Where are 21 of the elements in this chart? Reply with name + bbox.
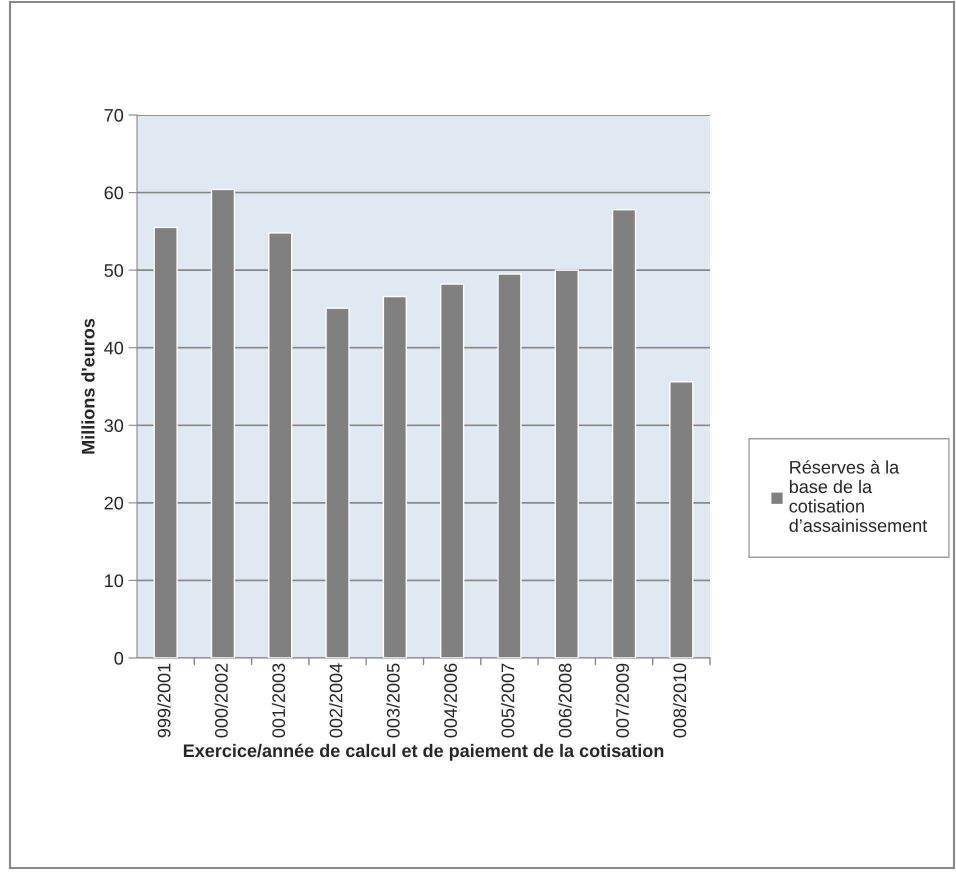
- y-tick-label: 50: [104, 264, 124, 277]
- y-tick-label: 70: [104, 108, 124, 122]
- y-tick-label: 30: [104, 419, 124, 432]
- x-tick-label: 002/2004: [329, 663, 342, 738]
- x-tick-label: 006/2008: [558, 664, 572, 738]
- x-tick-label: 005/2007: [501, 664, 514, 738]
- y-tick-label: 60: [104, 186, 124, 200]
- y-tick-label: 0: [114, 652, 124, 665]
- y-axis-title: Millions d'euros: [81, 318, 95, 454]
- x-tick-label: 999/2001: [157, 664, 170, 738]
- legend-label: Réserves à la base de la cotisation d’assainissement: [790, 460, 928, 532]
- x-tick-label: 004/2006: [444, 664, 457, 738]
- y-tick-label: 20: [104, 496, 124, 510]
- y-tick-label: 10: [105, 574, 124, 588]
- x-tick-label: 003/2005: [386, 664, 400, 738]
- x-tick-label: 001/2003: [272, 664, 286, 738]
- x-axis-title: Exercice/année de calcul et de paiement de la cotisation: [184, 744, 664, 761]
- y-tick-label: 40: [104, 342, 124, 354]
- x-tick-label: 000/2002: [214, 664, 228, 738]
- x-tick-label: 007/2009: [616, 664, 629, 738]
- x-tick-label: 008/2010: [672, 664, 686, 738]
